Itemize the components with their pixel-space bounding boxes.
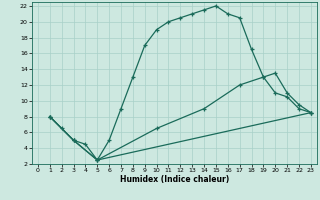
X-axis label: Humidex (Indice chaleur): Humidex (Indice chaleur)	[120, 175, 229, 184]
